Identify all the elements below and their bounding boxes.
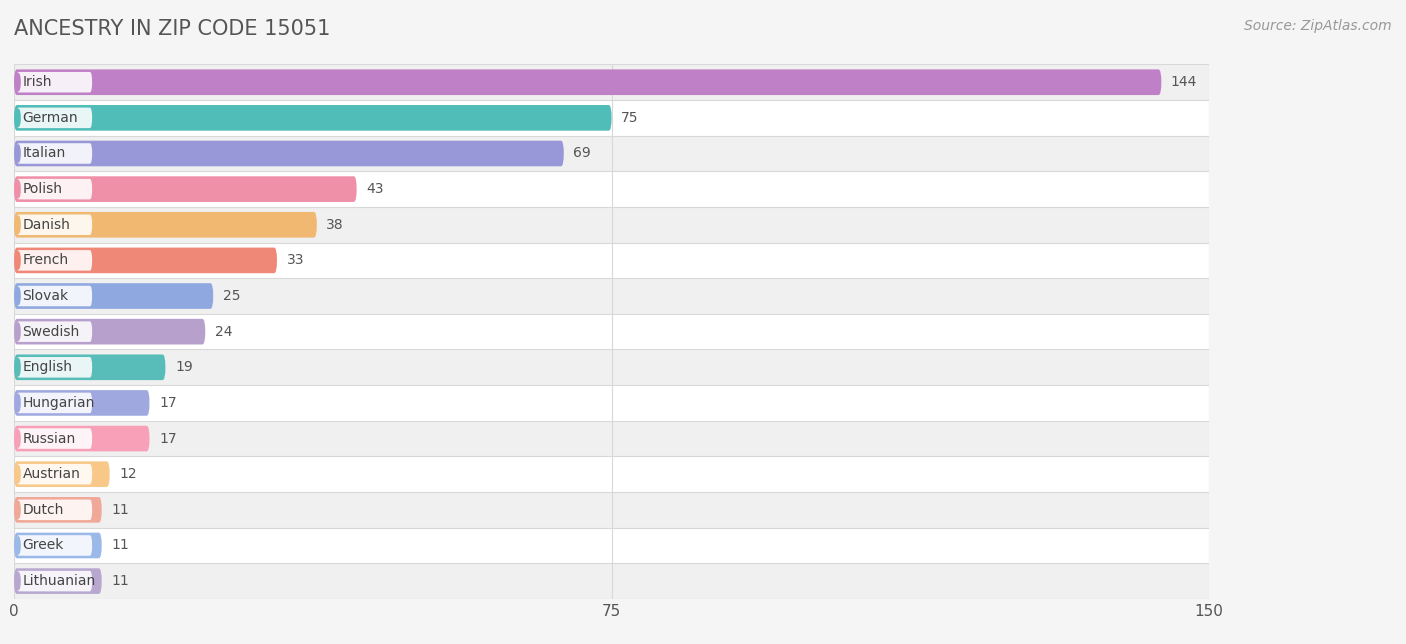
Text: 12: 12 <box>120 467 136 481</box>
Circle shape <box>17 216 20 233</box>
FancyBboxPatch shape <box>14 278 1209 314</box>
FancyBboxPatch shape <box>14 568 101 594</box>
FancyBboxPatch shape <box>17 143 93 164</box>
Text: 33: 33 <box>287 253 304 267</box>
FancyBboxPatch shape <box>14 105 612 131</box>
FancyBboxPatch shape <box>17 250 93 270</box>
Text: 144: 144 <box>1171 75 1198 90</box>
Text: 11: 11 <box>111 503 129 517</box>
Text: Hungarian: Hungarian <box>22 396 94 410</box>
FancyBboxPatch shape <box>14 140 564 166</box>
FancyBboxPatch shape <box>17 393 93 413</box>
Text: Source: ZipAtlas.com: Source: ZipAtlas.com <box>1244 19 1392 33</box>
FancyBboxPatch shape <box>17 179 93 200</box>
FancyBboxPatch shape <box>14 212 316 238</box>
Circle shape <box>17 180 20 198</box>
FancyBboxPatch shape <box>14 497 101 523</box>
Text: Danish: Danish <box>22 218 70 232</box>
Circle shape <box>17 394 20 412</box>
FancyBboxPatch shape <box>14 136 1209 171</box>
FancyBboxPatch shape <box>17 464 93 484</box>
FancyBboxPatch shape <box>14 243 1209 278</box>
Text: 43: 43 <box>366 182 384 196</box>
Text: Greek: Greek <box>22 538 63 553</box>
FancyBboxPatch shape <box>17 500 93 520</box>
Text: 11: 11 <box>111 574 129 588</box>
FancyBboxPatch shape <box>14 171 1209 207</box>
FancyBboxPatch shape <box>14 354 166 380</box>
Text: ANCESTRY IN ZIP CODE 15051: ANCESTRY IN ZIP CODE 15051 <box>14 19 330 39</box>
FancyBboxPatch shape <box>14 426 149 451</box>
FancyBboxPatch shape <box>17 286 93 307</box>
Circle shape <box>17 145 20 162</box>
FancyBboxPatch shape <box>14 533 101 558</box>
FancyBboxPatch shape <box>14 350 1209 385</box>
Circle shape <box>17 109 20 126</box>
FancyBboxPatch shape <box>17 428 93 449</box>
Circle shape <box>17 501 20 518</box>
Text: 17: 17 <box>159 431 177 446</box>
Circle shape <box>17 287 20 305</box>
Text: 38: 38 <box>326 218 344 232</box>
Text: German: German <box>22 111 79 125</box>
Text: French: French <box>22 253 69 267</box>
Text: Russian: Russian <box>22 431 76 446</box>
FancyBboxPatch shape <box>14 461 110 487</box>
Text: 75: 75 <box>621 111 638 125</box>
Circle shape <box>17 466 20 483</box>
FancyBboxPatch shape <box>14 492 1209 527</box>
Text: Austrian: Austrian <box>22 467 80 481</box>
FancyBboxPatch shape <box>14 527 1209 564</box>
FancyBboxPatch shape <box>14 390 149 416</box>
FancyBboxPatch shape <box>14 207 1209 243</box>
Text: 19: 19 <box>174 360 193 374</box>
FancyBboxPatch shape <box>14 314 1209 350</box>
FancyBboxPatch shape <box>14 176 357 202</box>
Text: Slovak: Slovak <box>22 289 69 303</box>
FancyBboxPatch shape <box>14 564 1209 599</box>
FancyBboxPatch shape <box>17 535 93 556</box>
Circle shape <box>17 430 20 447</box>
Text: 25: 25 <box>222 289 240 303</box>
Text: Dutch: Dutch <box>22 503 63 517</box>
FancyBboxPatch shape <box>14 283 214 309</box>
FancyBboxPatch shape <box>14 247 277 273</box>
Text: Italian: Italian <box>22 146 66 160</box>
Text: Polish: Polish <box>22 182 62 196</box>
Text: 24: 24 <box>215 325 232 339</box>
FancyBboxPatch shape <box>17 108 93 128</box>
FancyBboxPatch shape <box>14 70 1161 95</box>
Circle shape <box>17 323 20 340</box>
Text: Lithuanian: Lithuanian <box>22 574 96 588</box>
FancyBboxPatch shape <box>14 319 205 345</box>
Text: Swedish: Swedish <box>22 325 80 339</box>
Text: 17: 17 <box>159 396 177 410</box>
FancyBboxPatch shape <box>17 72 93 93</box>
FancyBboxPatch shape <box>14 457 1209 492</box>
FancyBboxPatch shape <box>14 64 1209 100</box>
FancyBboxPatch shape <box>14 385 1209 421</box>
Text: 69: 69 <box>574 146 591 160</box>
Text: Irish: Irish <box>22 75 52 90</box>
FancyBboxPatch shape <box>17 321 93 342</box>
Text: English: English <box>22 360 73 374</box>
FancyBboxPatch shape <box>14 421 1209 457</box>
Text: 11: 11 <box>111 538 129 553</box>
FancyBboxPatch shape <box>17 571 93 591</box>
Circle shape <box>17 573 20 590</box>
Circle shape <box>17 252 20 269</box>
Circle shape <box>17 537 20 554</box>
FancyBboxPatch shape <box>17 357 93 377</box>
Circle shape <box>17 73 20 91</box>
FancyBboxPatch shape <box>14 100 1209 136</box>
Circle shape <box>17 359 20 376</box>
FancyBboxPatch shape <box>17 214 93 235</box>
